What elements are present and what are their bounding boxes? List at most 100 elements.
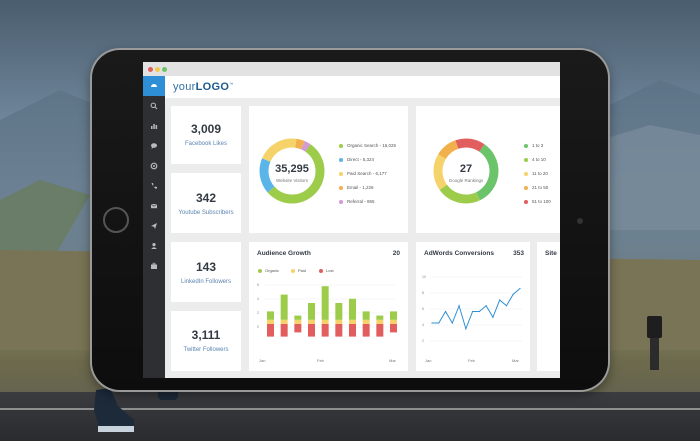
bar-organic[interactable] (362, 311, 370, 320)
bar-organic[interactable] (349, 298, 356, 320)
bar-organic[interactable] (321, 286, 329, 320)
legend-dot (524, 199, 528, 204)
bar-lost[interactable] (349, 324, 356, 337)
bar-lost[interactable] (308, 324, 315, 337)
sidebar-item-user[interactable] (143, 236, 165, 256)
y-tick: 2 (257, 311, 259, 315)
home-button[interactable] (103, 207, 129, 233)
x-tick: Jan (425, 358, 432, 363)
sidebar-item-dashboard[interactable] (143, 76, 165, 96)
sidebar-item-reports[interactable] (143, 116, 165, 136)
visitors-slice[interactable] (301, 141, 311, 152)
conversions-point[interactable] (458, 305, 460, 307)
conversions-point[interactable] (519, 287, 521, 290)
conversions-point[interactable] (492, 316, 494, 318)
stat-value: 342 (195, 191, 217, 205)
conversions-point[interactable] (431, 322, 433, 324)
bar-paid[interactable] (349, 319, 356, 324)
bar-paid[interactable] (376, 319, 384, 324)
rankings-slice[interactable] (439, 184, 481, 204)
bar-lost[interactable] (280, 324, 288, 337)
bar-lost[interactable] (376, 324, 384, 337)
bar-organic[interactable] (308, 303, 315, 320)
linkedin-followers-card[interactable]: 143 LinkedIn Followers (171, 242, 241, 302)
bar-lost[interactable] (267, 324, 274, 337)
bar-paid[interactable] (308, 319, 315, 324)
bar-lost[interactable] (294, 324, 302, 333)
bar-organic[interactable] (267, 311, 274, 320)
conversions-point[interactable] (478, 310, 480, 313)
rankings-slice[interactable] (433, 154, 448, 190)
rankings-slice[interactable] (475, 144, 499, 201)
conversions-point[interactable] (472, 310, 474, 313)
sidebar-item-chat[interactable] (143, 136, 165, 156)
bar-organic[interactable] (335, 303, 343, 320)
y-tick: 8 (422, 291, 424, 295)
conversions-point[interactable] (505, 305, 508, 307)
bar-paid[interactable] (362, 319, 370, 324)
audience-growth-number: 20 (392, 250, 400, 257)
conversions-line[interactable] (432, 288, 521, 331)
dashboard-icon (151, 84, 157, 87)
bar-organic[interactable] (280, 294, 288, 320)
bar-paid[interactable] (294, 319, 302, 324)
twitter-followers-card[interactable]: 3,111 Twitter Followers (171, 311, 241, 371)
conversions-point[interactable] (451, 322, 453, 324)
stat-label: Youtube Subscribers (178, 210, 234, 216)
conversions-point[interactable] (438, 322, 440, 324)
visitors-slice[interactable] (259, 158, 275, 193)
bar-lost[interactable] (390, 324, 397, 333)
legend-paid: Paid (291, 268, 306, 273)
conversions-point[interactable] (485, 305, 487, 307)
visitors-total: 35,295 (275, 163, 309, 175)
legend-dot (339, 185, 343, 190)
youtube-subscribers-card[interactable]: 342 Youtube Subscribers (171, 173, 241, 233)
user-icon (151, 243, 157, 249)
visitors-slice[interactable] (267, 144, 325, 204)
conversions-point[interactable] (499, 299, 501, 301)
sidebar-item-send[interactable] (143, 216, 165, 236)
bar-lost[interactable] (321, 324, 329, 337)
dashboard-screen: yourLOGO™ 3,009 Facebook Likes 342 Youtu… (143, 62, 560, 378)
close-dot[interactable] (148, 67, 153, 72)
legend-organic: Organic (258, 268, 279, 273)
bar-organic[interactable] (376, 315, 384, 320)
facebook-likes-card[interactable]: 3,009 Facebook Likes (171, 106, 241, 164)
adwords-conversions-card[interactable]: AdWords Conversions 353 10 8 6 4 2 Jan Feb M… (416, 242, 530, 371)
sidebar-item-briefcase[interactable] (143, 256, 165, 276)
conversions-point[interactable] (465, 328, 467, 330)
phone-icon (151, 183, 157, 189)
sidebar-item-mail[interactable] (143, 196, 165, 216)
bar-lost[interactable] (362, 324, 370, 337)
bar-paid[interactable] (321, 319, 329, 324)
legend-label: Organic Search - 16,025 (347, 143, 397, 148)
maximize-dot[interactable] (162, 67, 167, 72)
sidebar-item-settings[interactable] (143, 156, 165, 176)
legend-label: 51 to 100 (532, 199, 551, 204)
website-visitors-card[interactable]: 35,295 Website Visitors Organic Search -… (249, 106, 408, 233)
conversions-point[interactable] (512, 293, 514, 295)
legend-dot (524, 171, 528, 176)
bar-paid[interactable] (335, 319, 343, 324)
legend-label: 11 to 20 (532, 171, 548, 176)
bar-organic[interactable] (390, 311, 397, 320)
logo[interactable]: yourLOGO™ (173, 81, 234, 93)
sidebar-item-phone[interactable] (143, 176, 165, 196)
site-card[interactable]: Site (537, 242, 560, 371)
bar-paid[interactable] (390, 319, 397, 324)
bar-paid[interactable] (280, 319, 288, 324)
bar-organic[interactable] (294, 315, 302, 320)
bar-paid[interactable] (267, 319, 274, 324)
visitors-slice[interactable] (295, 138, 305, 150)
visitors-slice[interactable] (262, 138, 297, 163)
google-rankings-card[interactable]: 27 Google Rankings 1 to 3 4 to 10 11 to 20… (416, 106, 560, 233)
bar-lost[interactable] (335, 324, 343, 337)
sidebar-item-search[interactable] (143, 96, 165, 116)
conversions-point[interactable] (444, 310, 447, 313)
minimize-dot[interactable] (155, 67, 160, 72)
legend-label: 21 to 50 (532, 185, 549, 190)
topbar: yourLOGO™ (165, 76, 560, 98)
rankings-slice[interactable] (455, 138, 485, 152)
rankings-slice[interactable] (438, 140, 459, 160)
